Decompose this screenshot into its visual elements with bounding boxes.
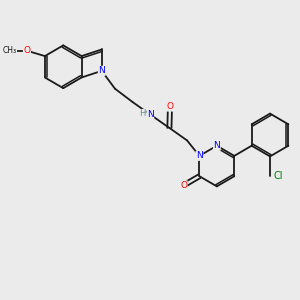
Text: N: N xyxy=(98,66,105,75)
Text: O: O xyxy=(167,102,173,111)
Text: H: H xyxy=(139,110,145,118)
Text: N: N xyxy=(147,110,154,119)
Text: N: N xyxy=(196,152,203,160)
Text: O: O xyxy=(180,181,187,190)
Text: Cl: Cl xyxy=(274,171,283,181)
Text: N: N xyxy=(214,141,220,150)
Text: CH₃: CH₃ xyxy=(2,46,16,55)
Text: O: O xyxy=(23,46,30,55)
